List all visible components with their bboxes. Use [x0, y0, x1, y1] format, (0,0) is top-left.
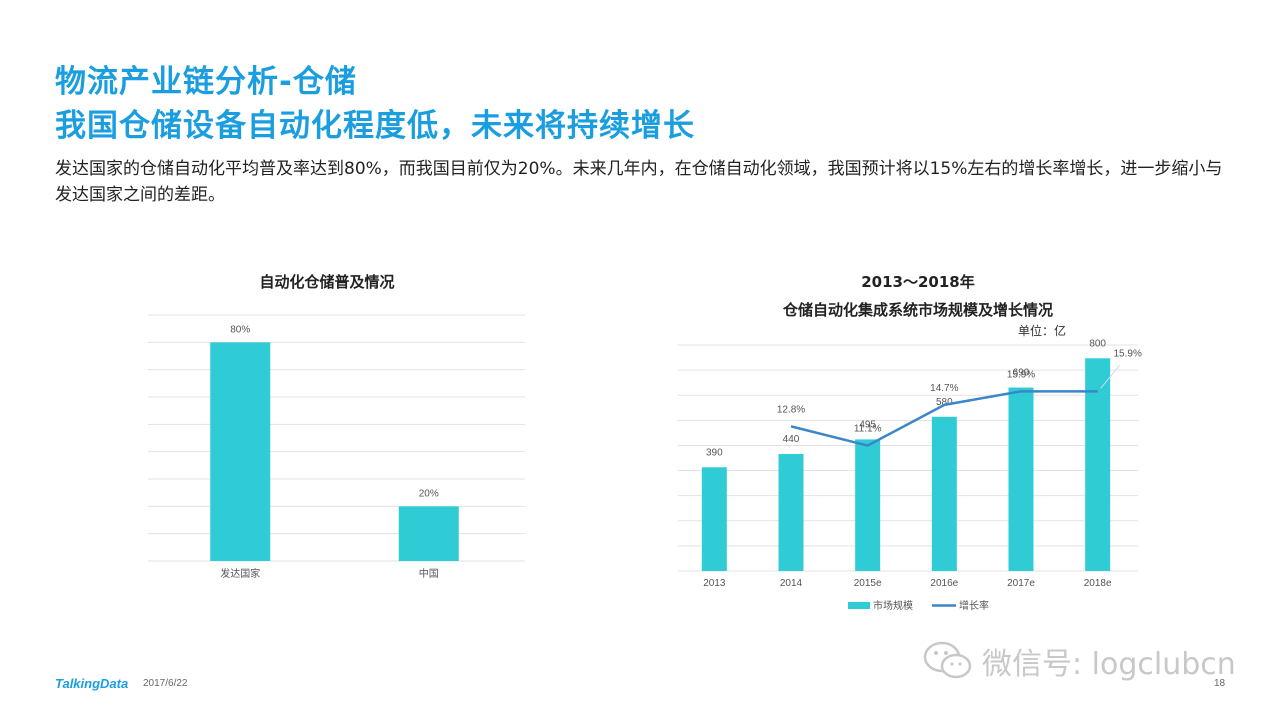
wechat-icon	[923, 641, 972, 679]
x-tick-label: 2014	[780, 578, 803, 589]
watermark-text: 微信号: logclubcn	[982, 647, 1236, 682]
bar-2	[398, 506, 459, 561]
bar-value-label: 20%	[419, 488, 439, 499]
x-tick-label: 2018e	[1084, 578, 1112, 589]
page-title-line1: 物流产业链分析-仓储	[55, 64, 357, 100]
bar-value-label: 80%	[230, 324, 250, 335]
adoption-bar-chart: 自动化仓储普及情况 80% 20% 发达国家 中国	[148, 273, 525, 580]
bar-1	[210, 342, 271, 561]
growth-rate-label: 14.7%	[930, 383, 958, 394]
market-size-bar-2015e	[855, 439, 881, 571]
bar-value-label: 800	[1089, 338, 1106, 349]
chart-title-line2: 仓储自动化集成系统市场规模及增长情况	[782, 301, 1053, 319]
wechat-watermark: 微信号: logclubcn	[922, 636, 1236, 686]
growth-rate-label: 11.1%	[854, 424, 882, 435]
x-tick-label: 2016e	[930, 578, 958, 589]
x-tick-label: 2017e	[1007, 578, 1035, 589]
growth-rate-line	[790, 390, 1098, 447]
bar-value-label: 440	[783, 434, 800, 445]
chart-title-line1: 2013～2018年	[861, 273, 975, 291]
growth-rate-label: 15.9%	[1113, 348, 1141, 359]
bar-value-label: 390	[706, 447, 723, 458]
growth-rate-label: 15.9%	[1007, 369, 1035, 380]
callout-leader	[1100, 365, 1121, 389]
market-size-bar-2017e	[1008, 387, 1034, 571]
legend-label: 市场规模	[873, 599, 913, 612]
x-tick-label: 2015e	[854, 578, 882, 589]
footer-date: 2017/6/22	[143, 678, 188, 689]
bar-value-label: 495	[859, 419, 876, 430]
bar-value-label: 690	[1013, 368, 1030, 379]
x-tick-label: 2013	[703, 578, 726, 589]
chart-title: 自动化仓储普及情况	[259, 273, 394, 291]
page-number: 18	[1214, 678, 1226, 689]
x-tick-label: 发达国家	[220, 567, 260, 580]
legend-swatch-bar	[848, 602, 870, 609]
market-size-combo-chart: 2013～2018年 仓储自动化集成系统市场规模及增长情况 单位：亿 390 44…	[678, 273, 1142, 612]
talkingdata-logo: TalkingData	[55, 676, 129, 691]
market-size-bar-2014	[778, 454, 804, 571]
growth-rate-label: 12.8%	[777, 404, 805, 415]
x-tick-label: 中国	[419, 567, 439, 580]
unit-label: 单位：亿	[1018, 323, 1066, 338]
bar-value-label: 580	[936, 397, 953, 408]
legend-label: 增长率	[959, 599, 989, 612]
market-size-bar-2018e	[1085, 358, 1111, 571]
page-title-line2: 我国仓储设备自动化程度低，未来将持续增长	[55, 108, 695, 144]
market-size-bar-2013	[701, 467, 727, 571]
market-size-bar-2016e	[931, 416, 957, 571]
description-text: 发达国家的仓储自动化平均普及率达到80%，而我国目前仅为20%。未来几年内，在仓…	[55, 159, 1223, 205]
